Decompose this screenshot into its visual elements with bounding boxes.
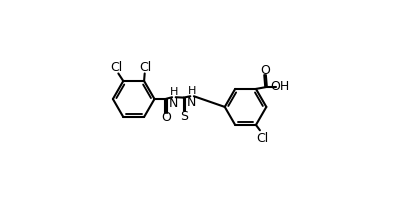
- Text: OH: OH: [271, 80, 290, 93]
- Text: N: N: [187, 96, 197, 109]
- Text: H: H: [170, 87, 178, 97]
- Text: Cl: Cl: [139, 61, 152, 74]
- Text: S: S: [180, 110, 188, 123]
- Text: O: O: [261, 64, 270, 77]
- Text: O: O: [161, 111, 171, 124]
- Text: Cl: Cl: [111, 61, 123, 74]
- Text: N: N: [169, 97, 179, 110]
- Text: Cl: Cl: [257, 132, 269, 145]
- Text: H: H: [188, 86, 196, 96]
